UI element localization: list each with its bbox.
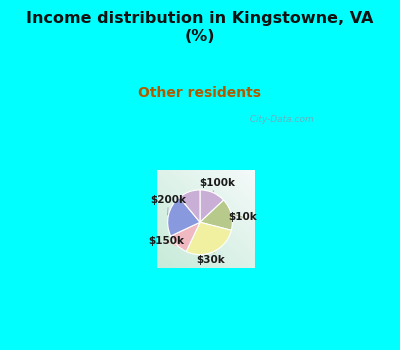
Text: $100k: $100k xyxy=(200,178,236,192)
Text: City-Data.com: City-Data.com xyxy=(244,115,313,124)
Text: Income distribution in Kingstowne, VA
(%): Income distribution in Kingstowne, VA (%… xyxy=(26,10,374,44)
Wedge shape xyxy=(171,222,200,252)
Wedge shape xyxy=(186,222,231,254)
Text: $200k: $200k xyxy=(151,195,187,215)
Text: $10k: $10k xyxy=(229,212,258,222)
Wedge shape xyxy=(179,190,200,222)
Wedge shape xyxy=(200,200,232,230)
Text: Other residents: Other residents xyxy=(138,86,262,100)
Wedge shape xyxy=(168,197,200,236)
Text: $30k: $30k xyxy=(196,252,225,265)
Wedge shape xyxy=(200,190,224,222)
Text: $150k: $150k xyxy=(149,236,185,246)
